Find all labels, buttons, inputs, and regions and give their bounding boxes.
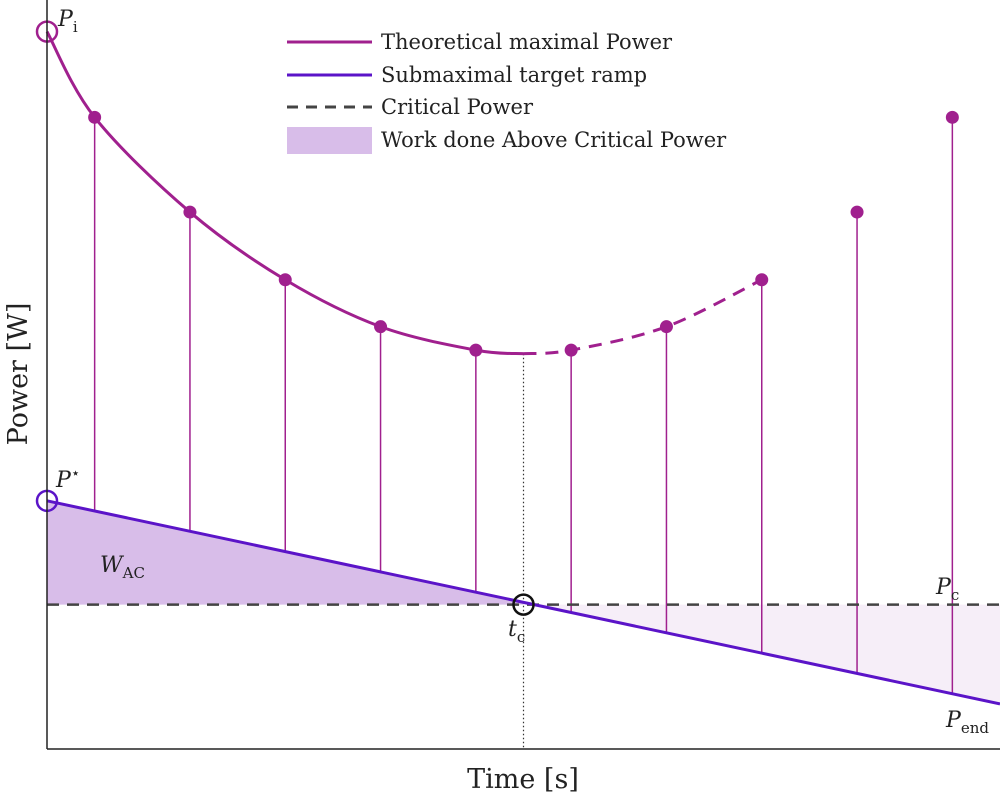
legend-label-work-area: Work done Above Critical Power: [381, 128, 727, 152]
plot-area: [35, 20, 1000, 749]
x-axis-label: Time [s]: [467, 764, 579, 795]
stem-point-8: [755, 273, 769, 287]
submaximal-ramp-line: [46, 499, 1000, 706]
annotation-w-ac: WAC: [100, 553, 145, 582]
annotation-p-i: Pi: [57, 7, 78, 36]
annotation-p-c: Pc: [935, 575, 959, 604]
legend-label-critical: Critical Power: [381, 95, 534, 119]
legend-label-theoretical: Theoretical maximal Power: [381, 30, 673, 54]
stem-point-10: [945, 110, 959, 124]
legend-swatch-work-area: [287, 127, 372, 154]
annotation-t-c: tc: [508, 617, 525, 646]
stem-point-6: [564, 343, 578, 357]
annotation-p-end: Pend: [945, 708, 989, 737]
stem-point-2: [183, 205, 197, 219]
annotation-p-star: P⋆: [55, 464, 80, 493]
legend-label-ramp: Submaximal target ramp: [381, 63, 647, 87]
y-axis-label: Power [W]: [3, 303, 34, 446]
stem-point-5: [469, 343, 483, 357]
stem-point-4: [374, 320, 388, 334]
stem-point-9: [850, 205, 864, 219]
legend: Theoretical maximal Power Submaximal tar…: [287, 30, 727, 154]
stem-point-1: [88, 110, 102, 124]
stem-point-3: [278, 273, 292, 287]
theoretical-power-curve-dashed: [523, 278, 763, 356]
t-c-marker: [512, 593, 535, 616]
curve-point-group: [88, 110, 959, 357]
stem-group: [93, 117, 954, 694]
stem-point-7: [659, 320, 673, 334]
